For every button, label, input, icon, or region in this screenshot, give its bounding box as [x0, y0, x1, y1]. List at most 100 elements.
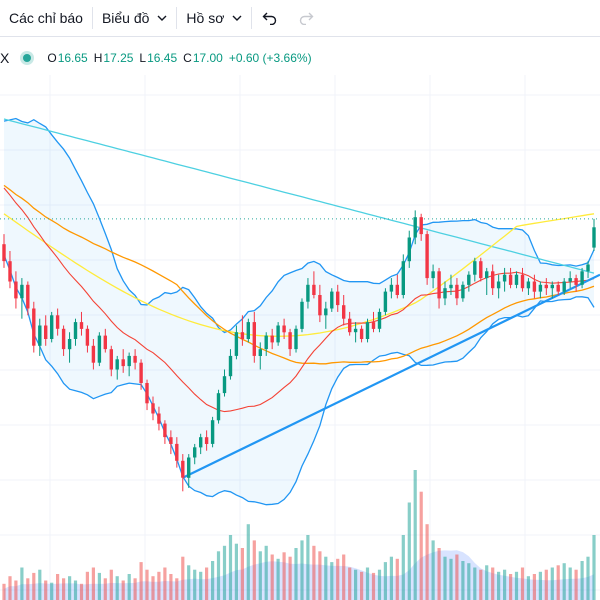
- candle-body: [348, 318, 352, 333]
- volume-bar: [26, 578, 30, 600]
- volume-bar: [419, 491, 423, 600]
- volume-bar: [395, 558, 399, 600]
- volume-bar: [157, 571, 161, 600]
- candle-body: [187, 457, 191, 478]
- ma-orange-line: [3, 184, 595, 365]
- volume-bar: [97, 572, 101, 600]
- candle-body: [592, 227, 596, 248]
- candle-body: [210, 420, 215, 444]
- candle-body: [44, 325, 48, 339]
- volume-bar: [371, 572, 376, 600]
- volume-bar: [360, 571, 364, 600]
- candle-body: [491, 271, 495, 289]
- indicators-button[interactable]: Các chỉ báo: [0, 0, 92, 36]
- candle-body: [145, 383, 149, 404]
- candle-body: [514, 274, 519, 285]
- candle-body: [216, 393, 221, 421]
- redo-button[interactable]: [288, 0, 324, 36]
- volume-bar: [574, 569, 578, 600]
- candle-body: [330, 291, 334, 309]
- candle-body: [443, 288, 447, 299]
- bollinger-fill: [4, 118, 594, 505]
- volume-bar: [520, 567, 525, 600]
- volume-bar: [8, 576, 12, 600]
- volume-bar: [580, 561, 584, 600]
- candle-body: [228, 355, 233, 377]
- ma-yellow-line: [3, 213, 595, 337]
- candle-body: [508, 274, 513, 285]
- volume-bar: [91, 567, 95, 600]
- undo-icon: [262, 12, 277, 25]
- chart-type-dropdown[interactable]: Biểu đồ: [93, 0, 176, 36]
- candle-body: [324, 308, 328, 316]
- volume-bar: [181, 556, 185, 600]
- volume-bar: [14, 580, 18, 600]
- candle-body: [383, 291, 388, 312]
- market-status-icon: [23, 54, 32, 62]
- candle-body: [437, 271, 441, 299]
- low-value: 16.45: [147, 51, 178, 65]
- volume-bar: [300, 540, 304, 600]
- candle-body: [395, 284, 399, 295]
- candle-body: [359, 328, 364, 339]
- candle-body: [8, 261, 12, 282]
- volume-bar: [79, 583, 84, 600]
- layout-label: Hồ sơ: [186, 10, 225, 26]
- volume-bar: [163, 567, 167, 600]
- volume-bar: [68, 576, 72, 600]
- undo-button[interactable]: [252, 0, 288, 36]
- toolbar-divider: [91, 7, 93, 29]
- candle-body: [556, 284, 560, 292]
- volume-bar: [455, 554, 459, 600]
- volume-bar: [73, 580, 78, 600]
- volume-bar: [407, 502, 411, 600]
- volume-bar: [538, 571, 542, 600]
- candle-body: [318, 295, 322, 316]
- candle-body: [2, 244, 6, 262]
- toolbar-divider: [176, 7, 178, 29]
- volume-bar: [348, 567, 352, 600]
- high-value: 17.25: [103, 51, 134, 65]
- candle-body: [199, 437, 203, 448]
- candle-body: [574, 278, 578, 285]
- volume-bar: [431, 540, 435, 600]
- volume-bar: [145, 569, 149, 600]
- price-chart[interactable]: [0, 75, 600, 600]
- indicators-label: Các chỉ báo: [9, 10, 83, 26]
- volume-bar: [20, 567, 24, 600]
- volume-bar: [199, 571, 203, 600]
- volume-bar: [294, 548, 298, 600]
- chart-type-label: Biểu đồ: [101, 10, 150, 26]
- symbol-name[interactable]: X: [0, 50, 10, 66]
- candle-body: [67, 339, 72, 350]
- volume-bar: [2, 583, 6, 600]
- volume-bar: [109, 569, 113, 600]
- volume-bar: [377, 569, 382, 600]
- candle-body: [485, 271, 489, 279]
- ohlc-legend: X O 16.65 H 17.25 L 16.45 C 17.00 +0.60 (+3.…: [0, 44, 318, 72]
- candle-body: [50, 315, 54, 339]
- volume-bar: [175, 578, 179, 600]
- candle-body: [26, 284, 30, 309]
- volume-bar: [485, 565, 489, 600]
- candle-body: [461, 284, 465, 299]
- candle-body: [288, 332, 292, 350]
- volume-bar: [38, 569, 42, 600]
- volume-bar: [205, 567, 209, 600]
- candle-body: [133, 355, 137, 363]
- candle-body: [193, 447, 197, 458]
- candle-body: [568, 278, 572, 282]
- volume-bar: [514, 571, 519, 600]
- volume-bar: [383, 562, 387, 600]
- candle-body: [532, 281, 537, 292]
- bollinger-upper: [3, 117, 595, 334]
- candle-body: [97, 335, 102, 363]
- volume-bar: [211, 561, 215, 600]
- volume-bar: [103, 578, 107, 600]
- volume-bar: [193, 569, 197, 600]
- candle-body: [336, 291, 340, 306]
- layout-dropdown[interactable]: Hồ sơ: [177, 0, 251, 36]
- candle-body: [127, 355, 131, 367]
- volume-bar: [479, 569, 483, 600]
- volume-bar: [85, 571, 89, 600]
